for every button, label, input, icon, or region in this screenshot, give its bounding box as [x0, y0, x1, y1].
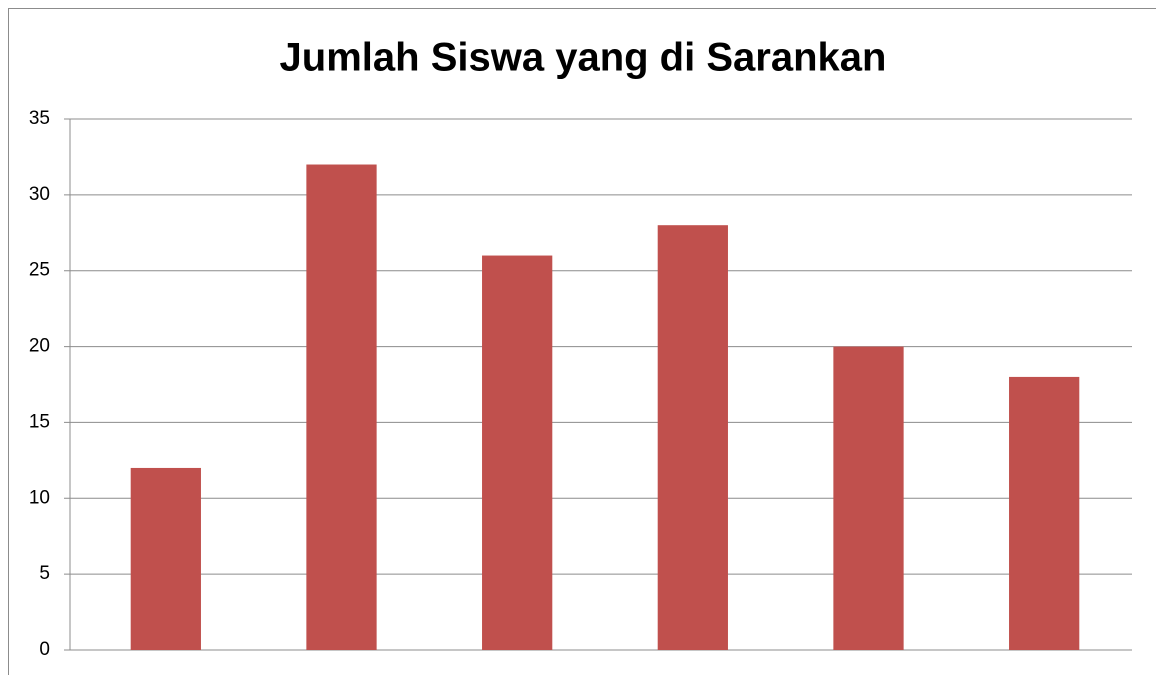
bar: [1009, 376, 1080, 650]
bar: [130, 467, 201, 650]
y-tick-label: 0: [39, 639, 50, 660]
bar: [657, 225, 728, 650]
y-tick-label: 10: [29, 487, 50, 508]
y-tick-label: 35: [29, 108, 50, 129]
chart-title: Jumlah Siswa yang di Sarankan: [280, 36, 887, 80]
bar: [833, 346, 904, 650]
y-tick-label: 30: [29, 184, 50, 205]
y-tick-label: 15: [29, 411, 50, 432]
bar: [306, 164, 377, 650]
bar: [482, 255, 553, 651]
y-tick-label: 25: [29, 260, 50, 281]
y-tick-label: 20: [29, 336, 50, 357]
y-tick-label: 5: [39, 563, 50, 584]
